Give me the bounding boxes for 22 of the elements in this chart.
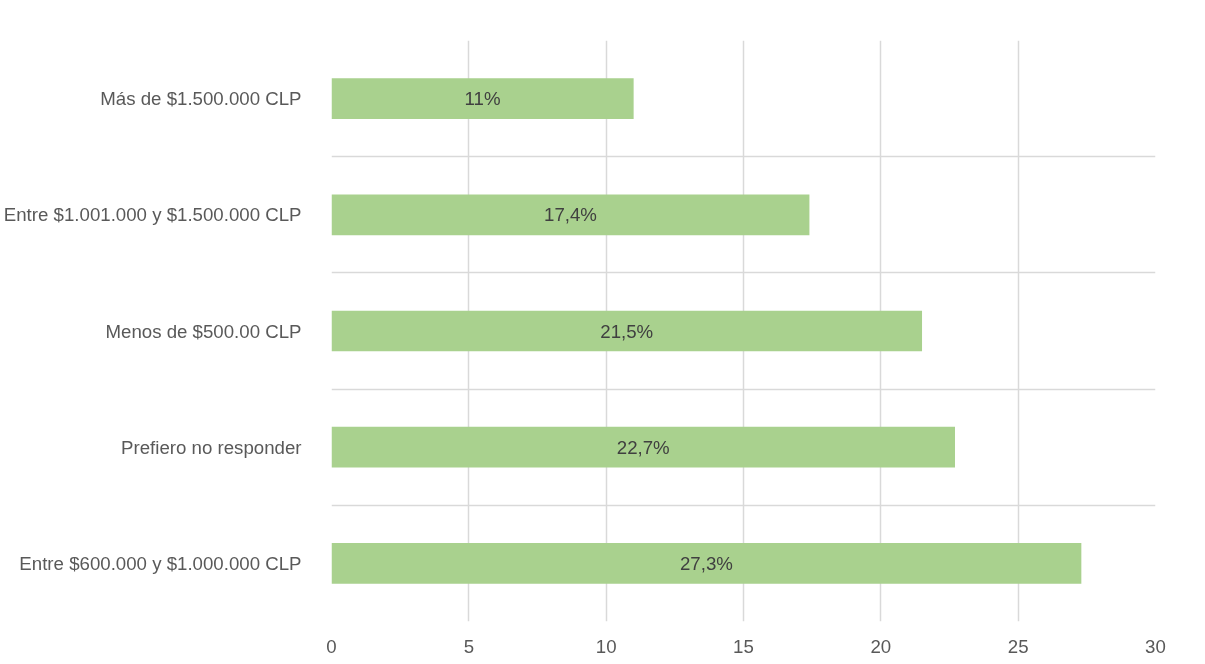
- data-label: 17,4%: [544, 204, 597, 226]
- data-label: 27,3%: [679, 552, 733, 574]
- x-tick-label: 25: [1007, 635, 1029, 657]
- x-tick-label: 10: [595, 635, 617, 657]
- y-tick-label: Prefiero no responder: [121, 436, 302, 458]
- data-label: 21,5%: [600, 320, 654, 342]
- data-label: 22,7%: [616, 436, 670, 458]
- y-tick-label: Entre $600.000 y $1.000.000 CLP: [19, 552, 302, 574]
- bar: [331, 543, 1082, 584]
- y-tick-label: Menos de $500.00 CLP: [105, 320, 302, 342]
- bar: [331, 194, 810, 236]
- x-tick-label: 15: [733, 635, 754, 657]
- data-label: 11%: [464, 88, 501, 110]
- bar: [331, 78, 634, 119]
- y-tick-label: Entre $1.001.000 y $1.500.000 CLP: [3, 204, 302, 226]
- y-tick-label: Más de $1.500.000 CLP: [100, 88, 302, 110]
- x-tick-label: 20: [870, 635, 892, 657]
- bar: [331, 310, 923, 352]
- x-tick-label: 30: [1145, 635, 1166, 657]
- x-tick-label: 5: [463, 635, 475, 657]
- bar: [331, 426, 955, 468]
- x-tick-label: 0: [326, 635, 337, 657]
